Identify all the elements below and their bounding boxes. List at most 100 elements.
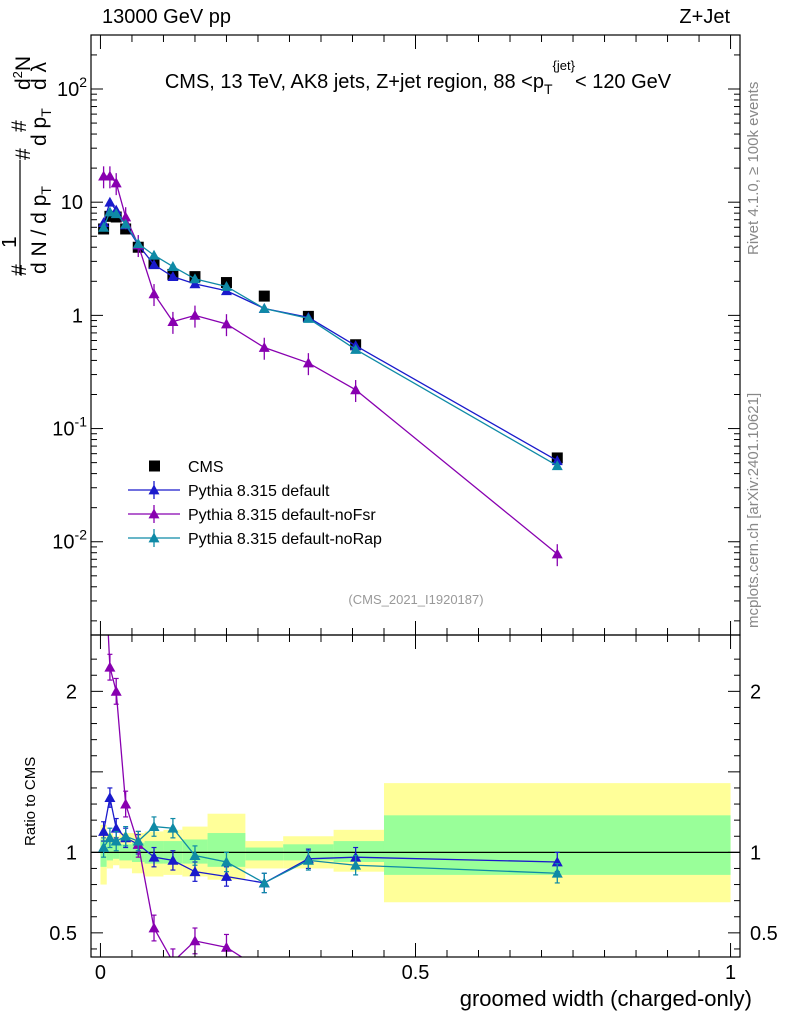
mc-data-point [167, 271, 179, 282]
ratio-data-point [258, 877, 270, 888]
analysis-tag: (CMS_2021_I1920187) [348, 592, 483, 607]
ratio-data-point [104, 792, 116, 803]
mc-data-point [104, 196, 116, 207]
mc-data-point [258, 303, 270, 313]
ratio-y-tick-label: 2 [66, 681, 77, 703]
x-tick-label: 0 [95, 962, 106, 984]
ratio-data-point [98, 825, 110, 836]
y-tick-label: 1 [72, 305, 83, 327]
ratio-data-point [104, 661, 116, 672]
ratio-y-tick-label: 0.5 [49, 923, 77, 945]
mc-data-point [148, 259, 160, 270]
ratio-panel [91, 635, 740, 982]
y-tick-label: 10-1 [52, 414, 87, 441]
mc-data-point [148, 249, 160, 260]
y-tick-label: 10-2 [52, 527, 87, 554]
mc-data-point [302, 357, 314, 368]
mc-data-point [167, 261, 179, 271]
ratio-y-axis-label: Ratio to CMS [22, 756, 39, 846]
uncertainty-band-green [245, 847, 284, 861]
ratio-data-point [551, 856, 563, 867]
y-axis-label: # 1 d N / d pT # d pT # d λ d2N [2, 56, 54, 276]
ratio-y-tick-label: 1 [66, 842, 77, 864]
y-axis-label-part: 1 [2, 236, 21, 248]
y-axis-label-part: d λ [28, 61, 51, 90]
uncertainty-band-green [106, 842, 114, 861]
ratio-data-point [350, 859, 362, 870]
ratio-data-point [189, 935, 201, 946]
mc-data-point [98, 221, 110, 232]
mc-data-point [551, 460, 563, 471]
chart-title: CMS, 13 TeV, AK8 jets, Z+jet region, 88 … [165, 58, 672, 97]
ratio-data-point [303, 972, 314, 982]
ratio-data-point [167, 822, 179, 833]
ratio-data-point [148, 821, 160, 831]
mc-data-point [220, 318, 232, 329]
ratio-y-tick-label-right: 0.5 [750, 923, 778, 945]
rivet-label: Rivet 4.1.0, ≥ 100k events [745, 81, 762, 255]
mc-data-point [258, 342, 270, 352]
ratio-data-point [110, 822, 122, 833]
ratio-data-point [220, 856, 232, 867]
legend-marker [148, 508, 160, 519]
mc-data-point [189, 273, 201, 284]
ratio-data-point [220, 871, 232, 881]
legend-marker [148, 532, 160, 543]
ratio-data-point [110, 685, 122, 696]
ratio-series-group [98, 635, 563, 982]
ratio-data-point [259, 966, 270, 976]
x-axis-label: groomed width (charged-only) [459, 986, 752, 1011]
mc-data-point [148, 288, 160, 299]
legend-label: CMS [188, 459, 224, 476]
ratio-data-point [120, 798, 132, 809]
y-axis-label-part: d pT [28, 108, 54, 146]
ratio-data-point [120, 830, 132, 841]
cms-data-point [258, 290, 270, 302]
ratio-data-point [302, 854, 314, 865]
legend-marker [148, 484, 160, 495]
legend: CMS Pythia 8.315 default Pythia 8.315 defa… [128, 459, 382, 548]
mc-data-point [120, 218, 132, 229]
uncertainty-band-green [333, 841, 384, 863]
ratio-y-tick-label-right: 2 [750, 681, 761, 703]
y-tick-label: 10 [61, 192, 83, 214]
ratio-data-point [148, 851, 160, 862]
mc-data-point [350, 384, 362, 395]
legend-label: Pythia 8.315 default-noRap [188, 531, 382, 548]
mc-data-point [220, 280, 232, 291]
header-energy: 13000 GeV pp [102, 6, 231, 28]
y-axis-label-part: # [8, 120, 31, 132]
ratio-data-point [189, 866, 201, 877]
y-axis-label-part: d N / d pT [28, 186, 54, 274]
mc-data-point [302, 312, 314, 323]
header-process: Z+Jet [679, 6, 730, 28]
x-tick-label: 1 [725, 962, 736, 984]
ratio-data-point [148, 922, 160, 933]
series-line-2 [103, 175, 558, 555]
legend-label: Pythia 8.315 default-noFsr [188, 507, 376, 524]
ratio-data-point [350, 972, 361, 982]
series-line-3 [103, 211, 558, 467]
ratio-data-point [104, 832, 116, 843]
mc-data-point [132, 238, 144, 249]
ratio-data-point [189, 850, 201, 860]
mc-data-point [551, 455, 563, 466]
mc-data-point [350, 343, 362, 354]
y-tick-label: 102 [57, 74, 87, 101]
ratio-data-point [220, 941, 232, 952]
main-series-group [98, 166, 563, 567]
ratio-data-point [551, 867, 563, 878]
ratio-data-point [167, 854, 179, 865]
legend-marker-cms [149, 460, 160, 472]
mc-data-point [167, 316, 179, 327]
series-line-1 [102, 200, 558, 462]
mc-data-point [104, 170, 116, 181]
x-tick-label: 0.5 [402, 962, 430, 984]
mc-data-point [551, 548, 563, 559]
ratio-data-point [110, 835, 122, 846]
ratio-y-tick-label-right: 1 [750, 842, 761, 864]
ratio-data-point [172, 956, 174, 957]
mc-data-point [110, 208, 122, 219]
mc-data-point [104, 206, 116, 217]
